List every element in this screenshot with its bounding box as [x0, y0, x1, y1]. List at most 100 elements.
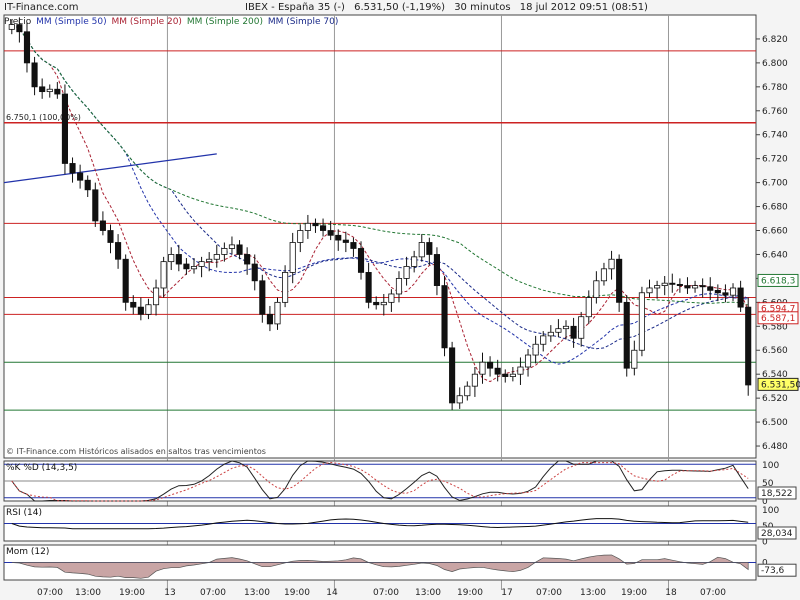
- candle-down: [342, 239, 349, 243]
- mom-title: Mom (12): [6, 547, 49, 557]
- time-axis: 07:00 13:00 19:00 13 07:00 13:00 19:00 14 07:00 1…: [37, 588, 726, 598]
- price-tick-label: 6.480: [762, 442, 788, 452]
- candle-up: [661, 282, 668, 286]
- candle-up: [152, 287, 160, 306]
- candle-up: [274, 301, 281, 325]
- candle-up: [729, 287, 737, 296]
- time-tick-label: 19:00: [284, 588, 310, 598]
- time-tick-label: 19:00: [621, 588, 647, 598]
- candle-up: [168, 254, 175, 263]
- rsi-tick-label: 100: [762, 506, 779, 516]
- rsi-tick-label: 0: [762, 538, 768, 548]
- mm200-line: [11, 24, 749, 306]
- legend-mm70: MM (Simple 70): [267, 17, 339, 27]
- price-tick-label: 6.540: [762, 370, 788, 380]
- candle-up: [517, 366, 524, 375]
- mom-area: [11, 554, 749, 579]
- candle-up: [198, 261, 205, 267]
- price-tick-label: 6.740: [762, 131, 788, 141]
- candle-up: [692, 285, 699, 289]
- candle-up: [578, 316, 585, 339]
- mom-last-value-box: [757, 563, 797, 577]
- candle-up: [646, 287, 653, 294]
- rsi-last-value-box: [757, 526, 797, 540]
- candle-down: [441, 285, 448, 349]
- candle-up: [380, 301, 387, 306]
- candle-down: [616, 258, 623, 303]
- chart-title: IBEX - España 35 (-) 6.531,50 (-1,19%) 3…: [245, 2, 654, 13]
- candle-up: [411, 256, 418, 267]
- candle-down: [714, 289, 721, 294]
- candle-up: [388, 293, 395, 303]
- candle-down: [365, 272, 372, 303]
- level-label: 6.750,1 (100,00%): [6, 113, 81, 122]
- price-panel: 6.4806.5006.5206.5406.5606.5806.6006.620…: [3, 14, 800, 590]
- candle-down: [669, 282, 676, 285]
- candle-down: [350, 242, 357, 249]
- candle-down: [175, 254, 182, 265]
- indicator-legend: Precio MM (Simple 50) MM (Simple 20) MM …: [4, 17, 340, 27]
- candle-down: [137, 306, 144, 315]
- time-tick-label: 13:00: [580, 588, 606, 598]
- time-tick-label: 13: [164, 588, 175, 598]
- candle-up: [547, 331, 554, 337]
- candle-down: [266, 313, 273, 325]
- candle-down: [69, 163, 76, 174]
- candle-down: [502, 373, 509, 377]
- candle-down: [99, 220, 106, 231]
- candle-up: [297, 230, 304, 243]
- candle-up: [555, 328, 562, 333]
- candle-up: [304, 222, 311, 231]
- candle-down: [183, 263, 190, 270]
- candle-down: [737, 287, 744, 308]
- price-plot-frame: [3, 14, 757, 459]
- candle-down: [115, 242, 122, 260]
- candle-down: [130, 301, 137, 308]
- mom-last-value: -73,6: [761, 566, 785, 576]
- stoch-last-value-box: [757, 486, 797, 500]
- value-box-label: 6.587,1: [761, 314, 795, 324]
- candle-down: [433, 254, 440, 286]
- candle-up: [638, 292, 645, 351]
- candle-up: [600, 268, 608, 282]
- candle-up: [608, 258, 615, 270]
- price-tick-label: 6.820: [762, 35, 788, 45]
- stoch-d-line: [11, 461, 749, 502]
- time-tick-label: 13:00: [244, 588, 270, 598]
- interval-label: 30 minutos: [454, 2, 511, 13]
- candle-down: [23, 31, 31, 64]
- candle-down: [449, 347, 456, 404]
- candle-down: [487, 361, 494, 369]
- quote-datetime: 18 jul 2012 09:51 (08:51): [519, 2, 648, 13]
- candle-down: [320, 225, 327, 231]
- value-box-label: 6.618,3: [761, 276, 795, 286]
- candle-down: [707, 286, 714, 291]
- rsi-panel: RSI (14)10050028,034: [3, 505, 797, 548]
- time-tick-label: 07:00: [373, 588, 399, 598]
- candle-down: [335, 234, 342, 241]
- time-tick-label: 14: [326, 588, 338, 598]
- candle-up: [585, 297, 592, 318]
- time-tick-label: 19:00: [119, 588, 145, 598]
- candle-up: [471, 373, 478, 387]
- stochastic-panel: %K %D (14,3,5) 100 50 018,522: [3, 460, 797, 507]
- candle-down: [236, 244, 243, 255]
- candle-up: [145, 304, 152, 315]
- price-tick-label: 6.660: [762, 227, 788, 237]
- price-tick-label: 6.760: [762, 107, 788, 117]
- time-tick-label: 13:00: [415, 588, 441, 598]
- candle-up: [593, 280, 600, 298]
- candle-up: [524, 354, 532, 368]
- candle-up: [631, 349, 638, 369]
- time-tick-label: 07:00: [200, 588, 226, 598]
- candle-down: [312, 222, 319, 227]
- candle-up: [464, 385, 471, 397]
- price-tick-label: 6.580: [762, 322, 788, 332]
- rsi-title: RSI (14): [6, 508, 42, 518]
- candle-down: [373, 301, 380, 306]
- candle-down: [16, 24, 23, 33]
- candle-up: [403, 266, 410, 279]
- stoch-tick-label: 100: [762, 461, 779, 471]
- stoch-tick-label: 50: [762, 479, 774, 489]
- candle-up: [456, 395, 463, 404]
